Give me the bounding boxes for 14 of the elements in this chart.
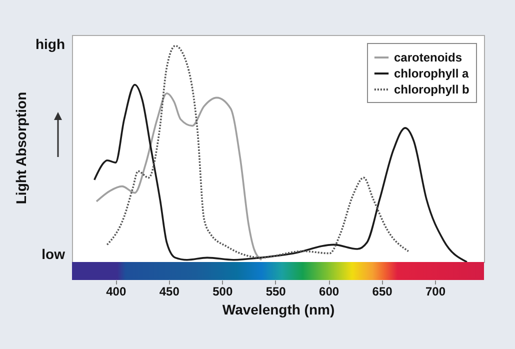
- legend-label: carotenoids: [394, 50, 462, 64]
- x-tick-label: 700: [426, 284, 446, 298]
- x-axis-title: Wavelength (nm): [222, 302, 335, 318]
- x-tick-label: 450: [159, 284, 180, 298]
- text: low: [42, 246, 65, 262]
- x-tick-label: 400: [106, 284, 126, 298]
- x-tick-label: 600: [319, 284, 340, 298]
- y-axis-title: Light Absorption: [13, 92, 29, 204]
- x-tick-label: 650: [372, 284, 393, 298]
- x-tick-label: 500: [212, 284, 233, 298]
- legend-label: chlorophyll b: [394, 82, 470, 96]
- text: high: [35, 36, 65, 52]
- x-tick-label: 550: [266, 284, 286, 298]
- legend-label: chlorophyll a: [394, 66, 470, 80]
